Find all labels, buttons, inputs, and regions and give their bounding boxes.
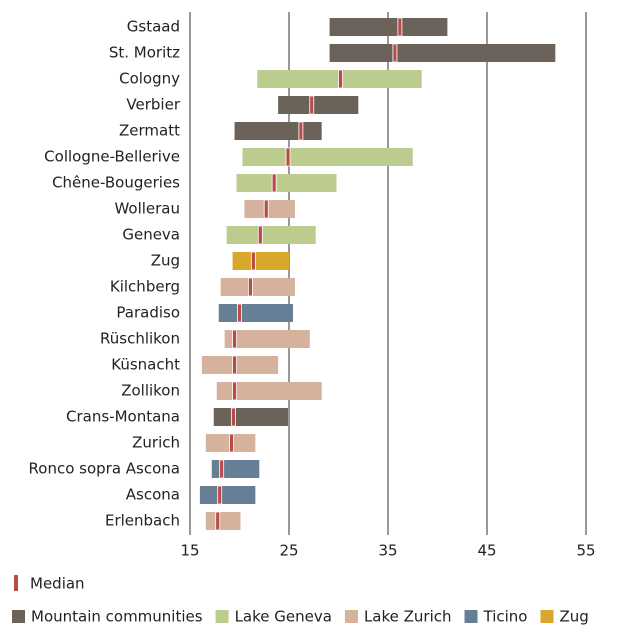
- y-tick-label: Zollikon: [121, 382, 180, 400]
- median-mark: [247, 277, 253, 297]
- median-mark: [298, 121, 304, 141]
- x-tick-label: 15: [180, 542, 199, 560]
- median-mark: [397, 17, 403, 37]
- median-mark: [232, 329, 237, 349]
- y-tick-label: Crans-Montana: [66, 408, 180, 426]
- range-bar: [329, 18, 448, 36]
- y-tick-label: Wollerau: [114, 200, 180, 218]
- legend-label: Lake Zurich: [364, 608, 452, 626]
- legend-swatch: [12, 610, 25, 623]
- median-mark: [217, 485, 223, 505]
- range-bar: [226, 226, 316, 244]
- y-tick-label: Ascona: [126, 486, 180, 504]
- median-mark: [231, 407, 236, 427]
- y-tick-label: Chêne-Bougeries: [52, 174, 180, 192]
- y-tick-label: Geneva: [122, 226, 180, 244]
- legend-label: Median: [30, 575, 85, 593]
- range-bar: [199, 486, 256, 504]
- legend-swatch: [344, 610, 358, 623]
- y-tick-label: St. Moritz: [109, 44, 180, 62]
- median-mark: [257, 225, 263, 245]
- y-tick-label: Zug: [151, 252, 180, 270]
- range-bar: [244, 200, 295, 218]
- range-bar: [201, 356, 279, 374]
- median-mark: [232, 381, 237, 401]
- median-mark: [237, 303, 242, 323]
- y-tick-label: Erlenbach: [105, 512, 180, 530]
- range-bar: [205, 512, 241, 530]
- range-bar: [278, 96, 359, 114]
- y-tick-label: Ronco sopra Ascona: [29, 460, 180, 478]
- range-bar: [216, 382, 322, 400]
- legend-label: Ticino: [483, 608, 528, 626]
- median-mark: [338, 69, 343, 89]
- y-tick-label: Gstaad: [127, 18, 180, 36]
- median-mark: [309, 95, 315, 115]
- legend-swatch: [464, 610, 478, 623]
- median-mark: [263, 199, 269, 219]
- range-bar: [224, 330, 310, 348]
- range-bar: [232, 252, 289, 270]
- range-bar: [236, 174, 337, 192]
- x-tick-label: 45: [477, 542, 496, 560]
- range-bar: [234, 122, 322, 140]
- median-mark: [271, 173, 277, 193]
- legend-median-swatch: [14, 575, 18, 591]
- y-tick-label: Rüschlikon: [100, 330, 180, 348]
- y-tick-label: Kilchberg: [110, 278, 180, 296]
- y-tick-label: Verbier: [126, 96, 180, 114]
- range-bar: [242, 148, 413, 166]
- legend-label: Lake Geneva: [235, 608, 332, 626]
- range-bar: [220, 278, 295, 296]
- median-mark: [215, 511, 221, 531]
- range-bar: [329, 44, 556, 62]
- median-mark: [232, 355, 237, 375]
- legend-swatch: [540, 610, 554, 623]
- legend-label: Zug: [559, 608, 588, 626]
- median-mark: [219, 459, 225, 479]
- range-bar: [218, 304, 293, 322]
- y-tick-label: Zermatt: [119, 122, 180, 140]
- x-tick-label: 25: [279, 542, 298, 560]
- median-mark: [392, 43, 398, 63]
- median-mark: [285, 147, 291, 167]
- median-mark: [229, 433, 234, 453]
- legend-label: Mountain communities: [31, 608, 203, 626]
- y-tick-label: Zurich: [132, 434, 180, 452]
- y-tick-label: Cologny: [119, 70, 180, 88]
- y-tick-label: Küsnacht: [111, 356, 180, 374]
- range-bar: [211, 460, 260, 478]
- x-tick-label: 35: [378, 542, 397, 560]
- x-tick-label: 55: [576, 542, 595, 560]
- y-tick-label: Collogne-Bellerive: [44, 148, 180, 166]
- median-mark: [250, 251, 256, 271]
- legend-swatch: [215, 610, 229, 623]
- range-bar: [213, 408, 289, 426]
- y-tick-label: Paradiso: [116, 304, 180, 322]
